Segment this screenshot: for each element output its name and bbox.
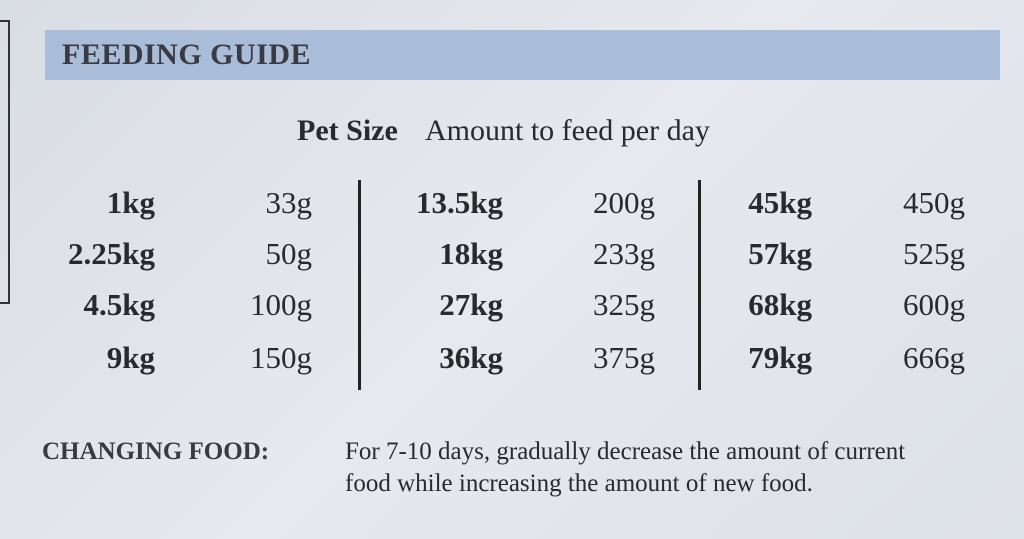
pet-size: 68kg [748, 287, 812, 322]
note-label: CHANGING FOOD: [42, 438, 270, 465]
title: FEEDING GUIDE [62, 38, 312, 71]
pet-size: 36kg [439, 340, 503, 375]
pet-size: 27kg [439, 287, 503, 322]
box-edge [0, 20, 10, 304]
pet-size: 45kg [748, 185, 812, 220]
feed-amount: 33g [265, 185, 313, 220]
feed-amount: 375g [593, 340, 655, 375]
feed-amount: 100g [250, 287, 312, 322]
pet-size: 9kg [106, 340, 155, 375]
feed-amount: 50g [265, 236, 313, 271]
divider [358, 180, 361, 390]
pet-size: 1kg [106, 185, 155, 220]
feed-amount: 450g [903, 185, 965, 220]
note-text: food while increasing the amount of new … [345, 470, 813, 497]
column-header: Pet Size [297, 114, 398, 147]
pet-size: 13.5kg [416, 185, 503, 220]
pet-size: 4.5kg [83, 287, 156, 322]
feed-amount: 200g [593, 185, 655, 220]
pet-size: 57kg [748, 236, 812, 271]
feed-amount: 150g [250, 340, 312, 375]
feed-amount: 525g [903, 236, 965, 271]
pet-size: 79kg [748, 340, 812, 375]
divider [698, 180, 701, 390]
feed-amount: 600g [903, 287, 965, 322]
pet-size: 2.25kg [68, 236, 155, 271]
feed-amount: 325g [593, 287, 655, 322]
feed-amount: 666g [903, 340, 965, 375]
column-header: Amount to feed per day [425, 114, 710, 147]
pet-size: 18kg [439, 236, 503, 271]
feed-amount: 233g [593, 236, 655, 271]
note-text: For 7-10 days, gradually decrease the am… [345, 438, 906, 465]
title-band [45, 30, 1000, 80]
